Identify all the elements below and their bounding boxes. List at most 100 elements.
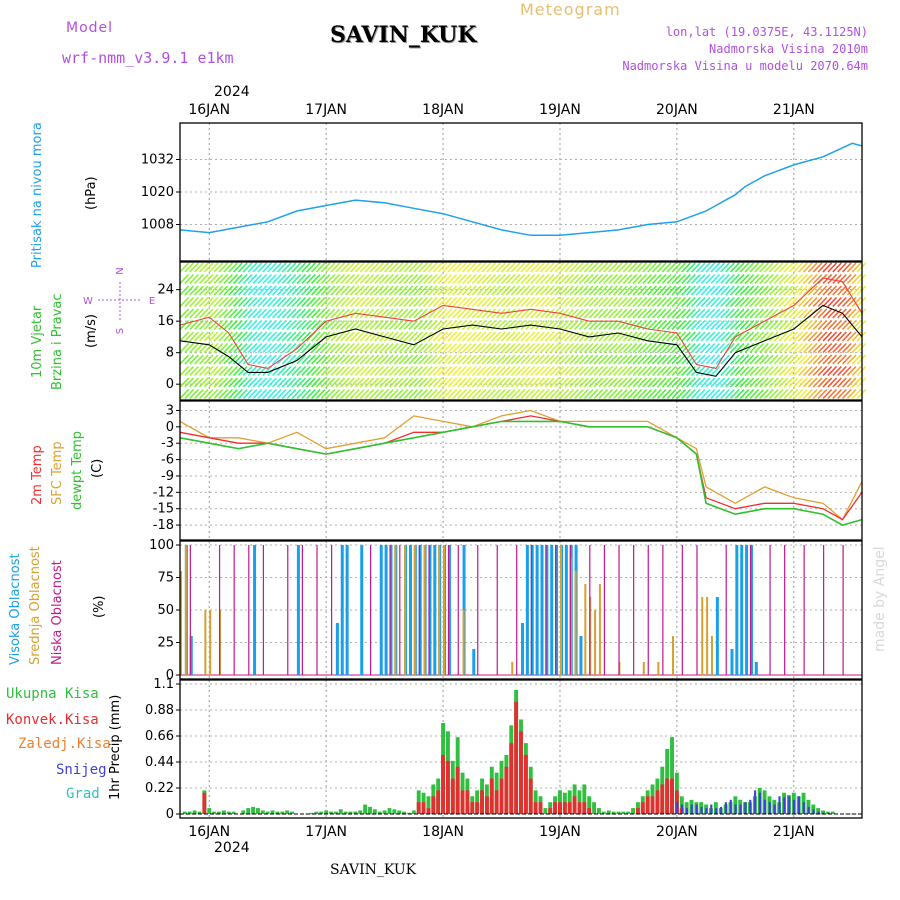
wind-barb xyxy=(593,308,604,319)
wind-barb xyxy=(525,308,536,319)
wind-barb xyxy=(773,377,784,388)
wind-barb xyxy=(291,285,302,296)
wind-barb xyxy=(208,319,219,331)
wind-barb xyxy=(651,285,662,296)
wind-barb xyxy=(203,273,214,285)
wind-barb xyxy=(198,388,209,400)
wind-barb xyxy=(481,319,492,331)
wind-barb xyxy=(681,331,691,342)
wind-barb xyxy=(837,377,847,388)
wind-barb xyxy=(237,331,248,342)
cloud-low-bar xyxy=(287,545,289,675)
cloud-high-bar xyxy=(433,545,437,675)
wind-barb xyxy=(715,273,726,285)
precip-total-bar xyxy=(606,810,611,814)
wind-barb xyxy=(379,273,389,285)
wind-barb xyxy=(705,273,716,285)
wind-barb xyxy=(228,331,238,342)
wind-barb xyxy=(466,308,477,319)
wind-barb xyxy=(598,273,609,285)
wind-barb xyxy=(632,342,643,354)
wind-barb xyxy=(310,354,321,365)
wind-barb xyxy=(612,365,623,377)
wind-barb xyxy=(837,273,847,285)
wind-barb xyxy=(729,331,740,342)
wind-barb xyxy=(452,262,462,273)
wind-barb xyxy=(457,354,467,365)
cloud-high-bar xyxy=(345,545,349,675)
wind-barb xyxy=(647,388,657,400)
wind-barb xyxy=(218,262,229,273)
wind-barb xyxy=(846,296,857,308)
wind-barb xyxy=(700,319,711,331)
wind-barb xyxy=(539,342,550,354)
wind-barb xyxy=(549,388,560,400)
precip-total-bar xyxy=(309,812,314,814)
wind-barb xyxy=(725,273,735,285)
wind-barb xyxy=(778,365,789,377)
precip-snow-bar xyxy=(797,796,801,814)
wind-barb xyxy=(486,331,497,342)
wind-barb xyxy=(291,308,302,319)
wind-barb xyxy=(530,273,540,285)
wind-barb xyxy=(354,319,365,331)
wind-barb xyxy=(637,273,648,285)
wind-barb xyxy=(471,365,482,377)
wind-barb xyxy=(734,365,745,377)
wind-barb xyxy=(262,388,272,400)
wind-barb xyxy=(798,331,808,342)
wind-barb xyxy=(812,308,823,319)
wind-barb xyxy=(223,365,234,377)
wind-barb xyxy=(247,262,258,273)
wind-barb xyxy=(194,365,204,377)
wind-barb xyxy=(271,342,282,354)
wind-barb xyxy=(369,388,380,400)
wind-barb xyxy=(466,365,477,377)
wind-barb xyxy=(734,296,745,308)
wind-barb xyxy=(647,354,657,365)
wind-barb xyxy=(369,377,380,388)
wind-barb xyxy=(793,285,803,296)
wind-barb xyxy=(690,388,701,400)
wind-barb xyxy=(827,365,838,377)
wind-barb xyxy=(783,388,794,400)
wind-barb xyxy=(559,262,570,273)
wind-barb xyxy=(798,377,808,388)
wind-barb xyxy=(179,319,190,331)
cloud-mid-bar xyxy=(559,545,562,675)
wind-barb xyxy=(442,331,453,342)
wind-barb xyxy=(388,273,399,285)
wind-barb xyxy=(403,273,414,285)
wind-barb xyxy=(725,262,735,273)
wind-barb xyxy=(471,285,482,296)
wind-barb xyxy=(788,342,799,354)
wind-barb xyxy=(798,308,808,319)
wind-barb xyxy=(422,285,433,296)
wind-barb xyxy=(593,342,604,354)
pressure-ylabel-2: (hPa) xyxy=(84,176,99,210)
wind-barb xyxy=(642,342,652,354)
wind-barb xyxy=(622,377,633,388)
precip-total-bar xyxy=(587,796,592,814)
wind-barb xyxy=(310,319,321,331)
wind-barb xyxy=(647,365,657,377)
wind-barb xyxy=(301,377,311,388)
wind-barb xyxy=(759,262,769,273)
cloud-low-bar xyxy=(803,545,805,675)
precip-snow-bar xyxy=(763,799,766,814)
wind-barb xyxy=(535,296,545,308)
wind-barb xyxy=(306,377,316,388)
wind-barb xyxy=(656,285,667,296)
wind-barb xyxy=(432,308,443,319)
wind-barb xyxy=(710,273,721,285)
wind-barb xyxy=(510,296,521,308)
wind-barb xyxy=(242,319,253,331)
wind-barb xyxy=(296,308,307,319)
wind-barb xyxy=(846,365,857,377)
wind-barb xyxy=(778,388,789,400)
wind-barb xyxy=(374,342,385,354)
wind-barb xyxy=(593,331,604,342)
precip-convective-bar xyxy=(577,802,582,814)
wind-barb xyxy=(525,296,536,308)
wind-barb xyxy=(213,354,224,365)
